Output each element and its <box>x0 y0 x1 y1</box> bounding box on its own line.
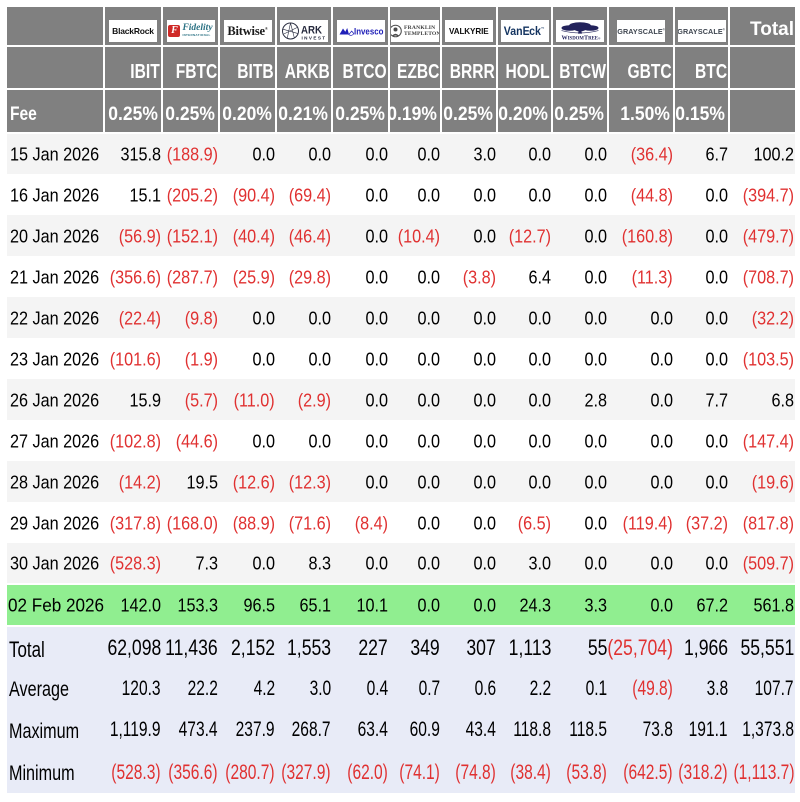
svg-text:ARK: ARK <box>301 25 322 37</box>
svg-text:WISDOMTREE®: WISDOMTREE® <box>562 35 601 42</box>
svg-text:Invesco: Invesco <box>354 26 383 37</box>
svg-text:INVEST: INVEST <box>302 36 327 41</box>
